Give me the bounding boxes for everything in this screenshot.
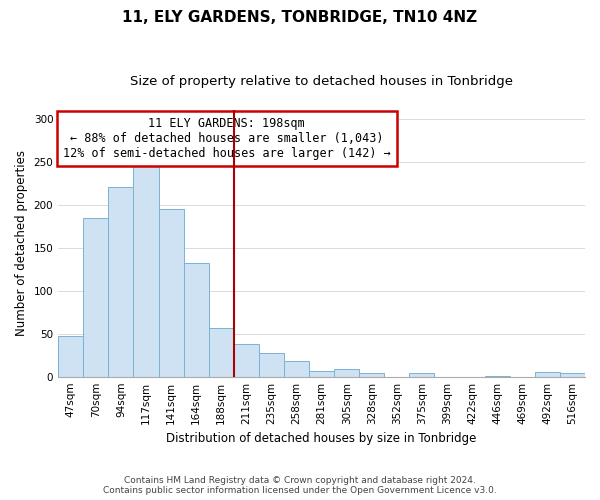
- Bar: [359, 373, 385, 376]
- Title: Size of property relative to detached houses in Tonbridge: Size of property relative to detached ho…: [130, 75, 513, 88]
- Bar: [284, 361, 309, 376]
- Bar: [158, 209, 184, 376]
- Bar: [309, 370, 334, 376]
- Bar: [133, 162, 158, 376]
- Text: Contains HM Land Registry data © Crown copyright and database right 2024.
Contai: Contains HM Land Registry data © Crown c…: [103, 476, 497, 495]
- Bar: [535, 372, 560, 376]
- Text: 11, ELY GARDENS, TONBRIDGE, TN10 4NZ: 11, ELY GARDENS, TONBRIDGE, TN10 4NZ: [122, 10, 478, 25]
- Bar: [184, 263, 209, 376]
- Bar: [409, 373, 434, 376]
- Bar: [109, 188, 133, 376]
- Bar: [234, 344, 259, 376]
- Bar: [334, 369, 359, 376]
- Bar: [560, 373, 585, 376]
- Bar: [58, 336, 83, 376]
- Bar: [209, 328, 234, 376]
- Y-axis label: Number of detached properties: Number of detached properties: [15, 150, 28, 336]
- Text: 11 ELY GARDENS: 198sqm
← 88% of detached houses are smaller (1,043)
12% of semi-: 11 ELY GARDENS: 198sqm ← 88% of detached…: [63, 116, 391, 160]
- Bar: [83, 218, 109, 376]
- Bar: [259, 354, 284, 376]
- X-axis label: Distribution of detached houses by size in Tonbridge: Distribution of detached houses by size …: [166, 432, 477, 445]
